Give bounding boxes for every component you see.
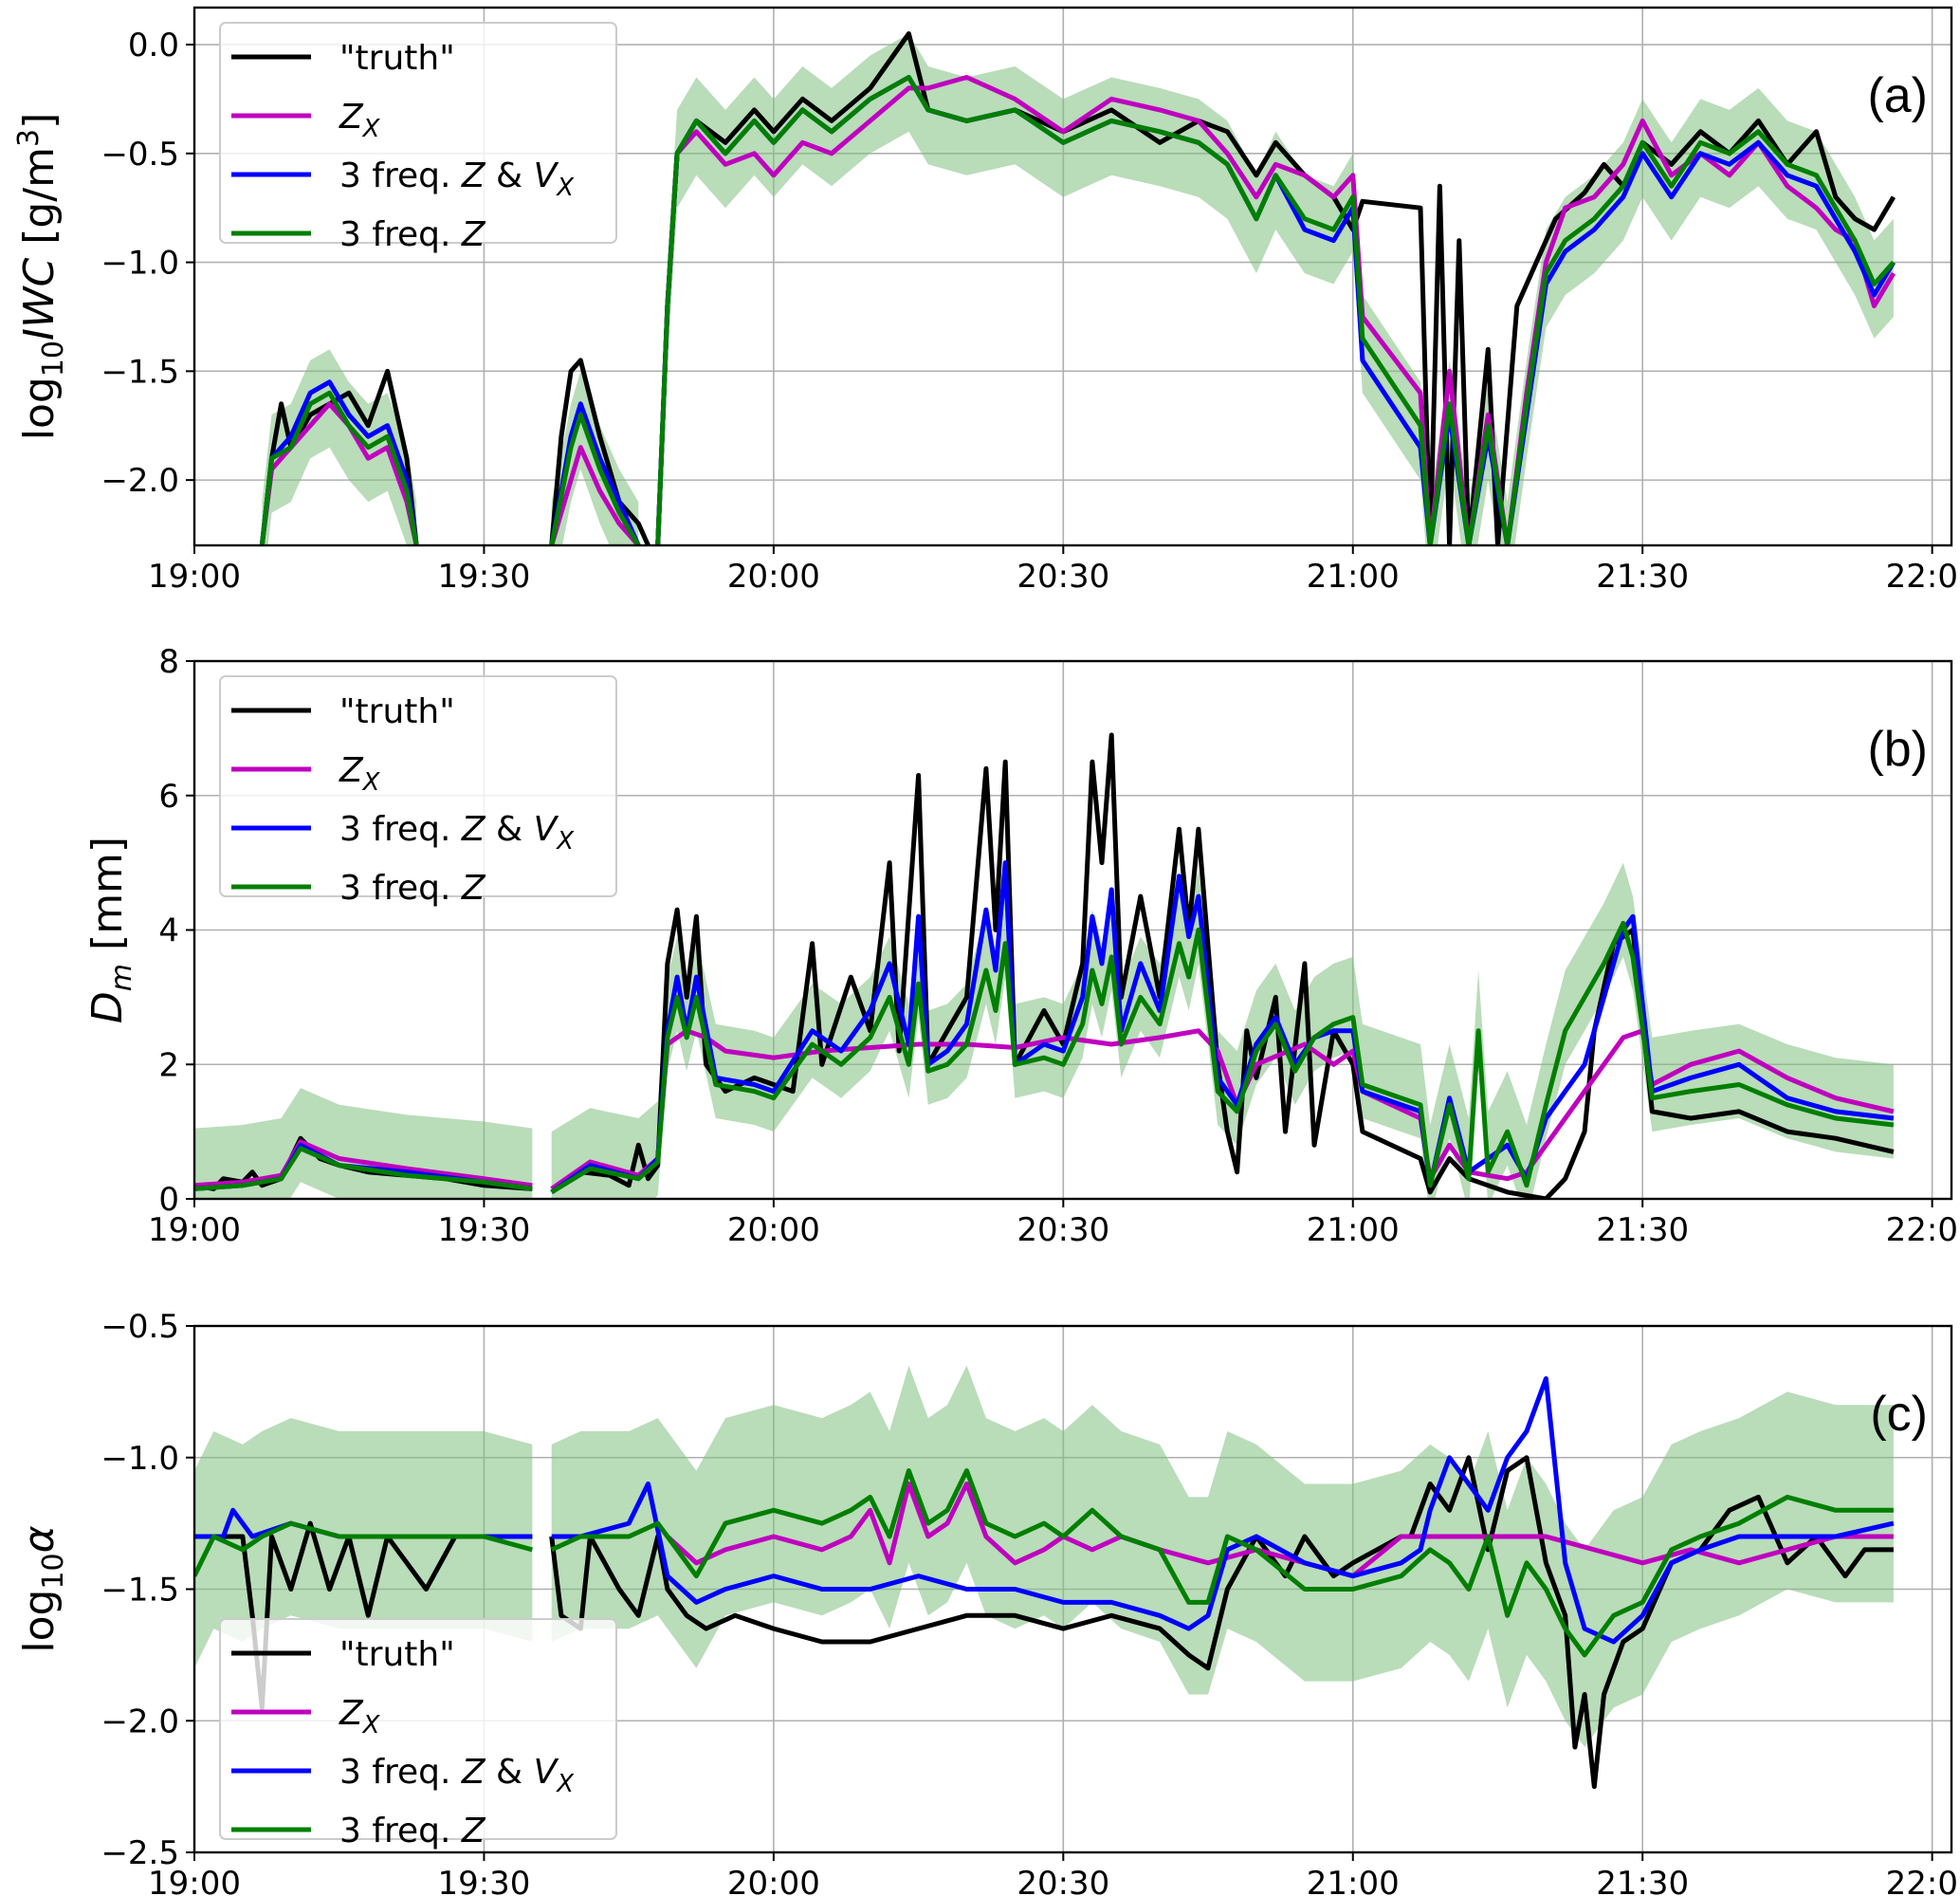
series-line-zx	[194, 1028, 1895, 1191]
x-tick-label: 19:30	[437, 558, 530, 596]
panel-b: 19:00 19:30 20:00 20:30 21:00 21:30 22:00 0 2 4 6 8…	[83, 643, 1960, 1249]
legend-box	[219, 22, 617, 244]
panel-a: 19:00 19:30 20:00 20:30 21:00 21:30 22:00 0.0 −0…	[12, 6, 1960, 596]
x-tick-label: 21:30	[1596, 1211, 1689, 1249]
x-tick-label: 19:00	[148, 1211, 241, 1249]
legend-entry-z3: 3 freq. Z	[339, 869, 486, 908]
panel-label: (c)	[1870, 1387, 1928, 1442]
x-tick-label: 20:00	[727, 1865, 820, 1896]
y-axis-title: log10IWC [g/m3]	[12, 113, 70, 441]
uncertainty-band	[551, 862, 1894, 1199]
panel-label: (b)	[1867, 722, 1928, 777]
x-tick-label: 19:00	[148, 558, 241, 596]
legend-entry-truth: "truth"	[339, 1635, 455, 1674]
series-line-zx	[259, 75, 1896, 545]
x-tick-label: 21:30	[1596, 1865, 1689, 1896]
legend-box	[219, 1618, 617, 1840]
panel-label: (a)	[1867, 68, 1928, 123]
legend-entry-zx: ZX	[339, 751, 381, 797]
y-tick-label: −0.5	[101, 136, 179, 174]
y-tick-label: 6	[158, 778, 179, 816]
legend: "truth" ZX 3 freq. Z & VX 3 freq. Z	[219, 675, 617, 908]
x-tick-label: 20:30	[1017, 558, 1109, 596]
y-tick-label: −0.5	[101, 1308, 179, 1346]
series-line-z3	[259, 75, 1896, 545]
y-tick-label: 2	[158, 1046, 179, 1084]
x-tick-label: 21:30	[1596, 558, 1689, 596]
series-line-zx	[666, 1482, 1894, 1579]
x-tick-label: 21:00	[1307, 558, 1400, 596]
x-tick-label: 20:00	[727, 1211, 820, 1249]
legend: "truth" ZX 3 freq. Z & VX 3 freq. Z	[219, 1618, 617, 1850]
y-tick-label: −1.5	[101, 1572, 179, 1610]
legend-entry-zx: ZX	[339, 98, 381, 143]
x-tick-label: 20:00	[727, 558, 820, 596]
legend-entry-truth: "truth"	[339, 39, 455, 78]
plot-frame	[192, 6, 1953, 547]
uncertainty-band	[657, 33, 1894, 545]
x-tick-label: 22:00	[1886, 558, 1960, 596]
panel-c: 19:00 19:30 20:00 20:30 21:00 21:30 22:00 −0.5 −…	[15, 1308, 1960, 1896]
series-line-z3	[194, 1468, 1894, 1658]
x-tick-label: 19:00	[148, 1865, 241, 1896]
y-tick-label: 0	[158, 1181, 179, 1219]
y-axis-title: log10α	[15, 1525, 70, 1652]
x-tick-label: 21:00	[1307, 1211, 1400, 1249]
y-tick-label: −2.5	[101, 1834, 179, 1872]
legend-entry-zv: 3 freq. Z & VX	[339, 156, 575, 202]
x-tick-label: 21:00	[1307, 1865, 1400, 1896]
legend-entry-z3: 3 freq. Z	[339, 215, 486, 254]
y-tick-label: −2.0	[101, 462, 179, 500]
y-tick-label: 8	[158, 643, 179, 681]
plot-frame	[192, 1324, 1953, 1854]
y-tick-label: −1.0	[101, 245, 179, 283]
x-tick-label: 19:30	[437, 1865, 530, 1896]
x-tick-label: 20:30	[1017, 1865, 1109, 1896]
y-tick-label: −1.5	[101, 353, 179, 391]
legend-entry-zv: 3 freq. Z & VX	[339, 1753, 575, 1798]
plot-area	[259, 31, 1896, 545]
legend-box	[219, 675, 617, 897]
plot-area	[194, 1365, 1895, 1790]
y-tick-label: −2.0	[101, 1703, 179, 1740]
legend-entry-z3: 3 freq. Z	[339, 1812, 486, 1850]
legend: "truth" ZX 3 freq. Z & VX 3 freq. Z	[219, 22, 617, 254]
x-tick-label: 22:00	[1886, 1211, 1960, 1249]
x-tick-label: 20:30	[1017, 1211, 1109, 1249]
y-tick-label: 0.0	[128, 27, 179, 64]
series-line-z3	[194, 920, 1895, 1195]
plot-frame	[192, 659, 1953, 1201]
x-tick-label: 19:30	[437, 1211, 530, 1249]
plot-area	[194, 732, 1895, 1199]
y-tick-label: 4	[158, 912, 179, 950]
uncertainty-band	[194, 1088, 533, 1199]
y-tick-label: −1.0	[101, 1440, 179, 1478]
legend-entry-zx: ZX	[339, 1694, 381, 1740]
legend-entry-zv: 3 freq. Z & VX	[339, 810, 575, 856]
uncertainty-band	[194, 1418, 533, 1668]
x-tick-label: 22:00	[1886, 1865, 1960, 1896]
y-axis-title: Dm [mm]	[83, 837, 138, 1023]
legend-entry-truth: "truth"	[339, 692, 455, 731]
